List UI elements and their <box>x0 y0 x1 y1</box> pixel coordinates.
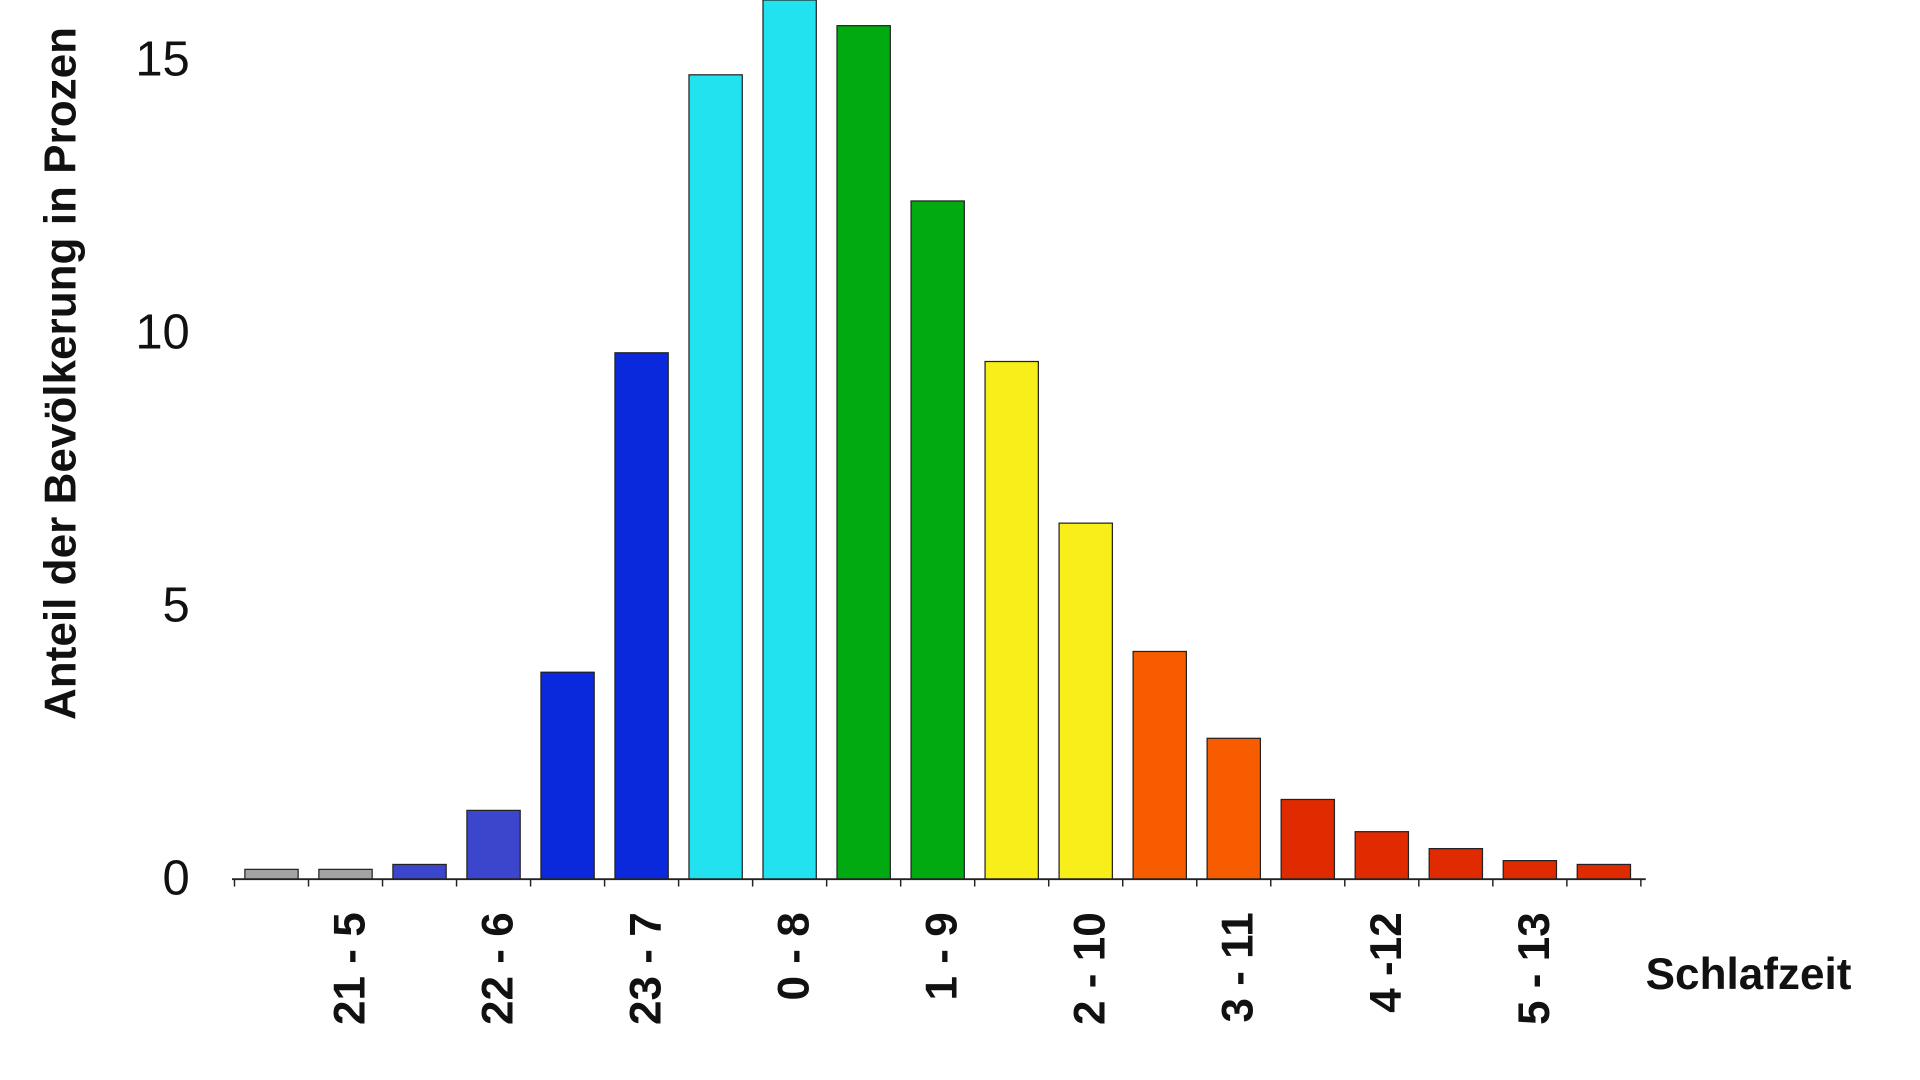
bar <box>762 0 817 880</box>
bar <box>392 863 447 880</box>
bar <box>466 809 521 880</box>
bar <box>1576 863 1632 880</box>
y-axis-label: Anteil der Bevölkerung in Prozen <box>36 27 85 720</box>
x-tick-label: 2 - 10 <box>1066 912 1115 1025</box>
bar <box>244 868 299 880</box>
x-axis-label: Schlafzeit <box>1646 950 1852 999</box>
y-tick-label: 15 <box>135 32 189 86</box>
x-tick-label: 0 - 8 <box>770 912 819 1000</box>
y-tick-label: 5 <box>163 579 190 633</box>
bar <box>1354 831 1410 880</box>
bar <box>614 352 669 880</box>
y-tick-label: 0 <box>163 852 190 906</box>
bar <box>540 671 595 880</box>
bar <box>836 25 891 880</box>
x-tick-label: 1 - 9 <box>918 912 967 1000</box>
x-tick-label: 21 - 5 <box>326 912 375 1025</box>
bar <box>984 360 1039 880</box>
bar <box>910 200 965 880</box>
x-tick-label: 3 - 11 <box>1214 912 1263 1022</box>
bar <box>1428 847 1484 880</box>
bar <box>318 868 373 880</box>
x-tick-label: 4 -12 <box>1362 912 1411 1012</box>
y-tick-label: 10 <box>135 305 189 359</box>
x-tick-label: 23 - 7 <box>622 912 671 1025</box>
x-tick-label: 5 - 13 <box>1510 912 1559 1025</box>
bar <box>1206 737 1262 880</box>
x-tick-label: 22 - 6 <box>474 912 523 1025</box>
bar <box>1502 860 1558 880</box>
bar <box>1058 522 1113 880</box>
bar <box>688 74 743 880</box>
bar <box>1132 650 1188 880</box>
bar <box>1280 798 1336 880</box>
